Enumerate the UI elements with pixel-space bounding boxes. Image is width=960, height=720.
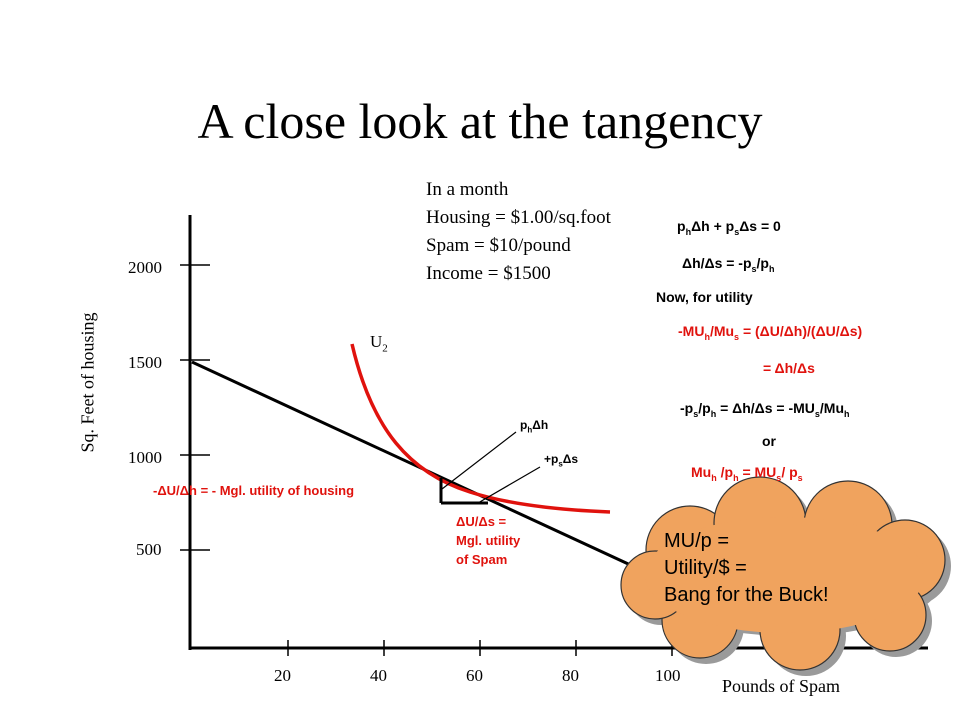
x-tick-label: 60 [466,666,483,685]
ph-dh-label: phΔh [520,418,549,435]
derivation-eq7: or [762,433,776,449]
x-tick-label: 40 [370,666,387,685]
info-line: Housing = $1.00/sq.foot [426,207,611,228]
x-tick-label: 100 [655,666,681,685]
pointer-line [477,466,541,504]
mu-housing-label: -ΔU/Δh = - Mgl. utility of housing [153,483,355,498]
x-axis-label: Pounds of Spam [722,676,841,696]
bang-for-buck-text: MU/p = Utility/$ = Bang for the Buck! [664,530,829,606]
pointer-line [441,431,517,490]
y-tick-label: 2000 [128,258,162,277]
indifference-curve [350,343,611,514]
price-info: In a month Housing = $1.00/sq.foot Spam … [426,176,611,288]
x-tick-label: 80 [562,666,579,685]
info-line: Spam = $10/pound [426,235,571,256]
derivation-eq8: Muh /ph = MUs/ ps [691,464,803,483]
ps-ds-label: +psΔs [544,452,579,469]
info-line: In a month [426,179,509,200]
derivation-eq4: -MUh/Mus = (ΔU/Δh)/(ΔU/Δs) [678,323,863,342]
slide-title: A close look at the tangency [197,93,763,149]
y-axis-label: Sq. Feet of housing [77,312,98,453]
info-line: Income = $1500 [426,263,551,284]
derivation-eq6: -ps/ph = Δh/Δs = -MUs/Muh [680,400,850,419]
derivation-eq5: = Δh/Δs [763,360,815,376]
derivation-eq3: Now, for utility [656,289,753,305]
x-tick-label: 20 [274,666,291,685]
y-tick-label: 1500 [128,353,162,372]
derivation-eq2: Δh/Δs = -ps/ph [682,255,775,274]
derivation-eq1: phΔh + psΔs = 0 [677,218,781,237]
mu-spam-label: ΔU/Δs = Mgl. utility of Spam [456,514,521,567]
y-tick-label: 1000 [128,448,162,467]
cloud-fill [645,517,925,633]
y-tick-label: 500 [136,540,162,559]
curve-label: U2 [370,332,388,355]
